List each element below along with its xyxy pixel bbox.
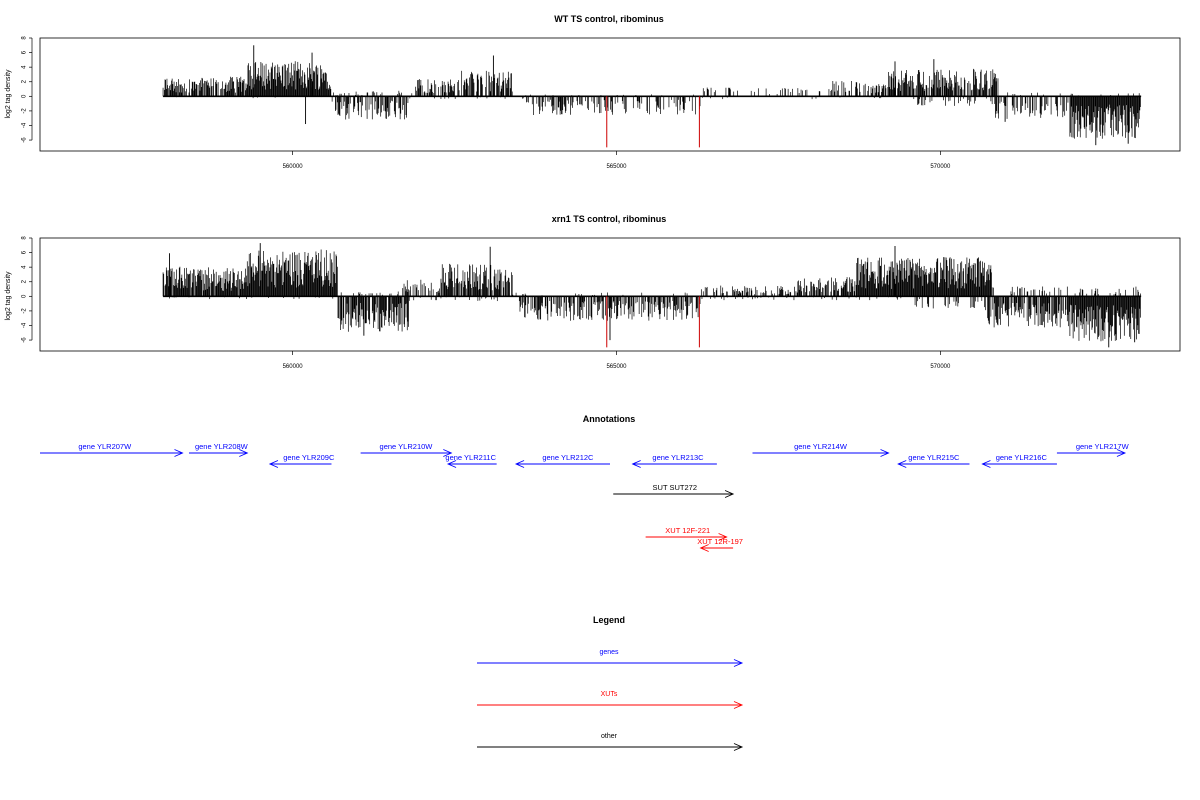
feature-xut-12r-197-label: XUT 12R-197: [697, 537, 743, 546]
annotation-features: gene YLR207W gene YLR208W gene YLR209C gene…: [40, 442, 1130, 552]
feature-gene-ylr212c-label: gene YLR212C: [542, 453, 594, 462]
wt-y-tick-label: -4: [22, 122, 28, 128]
feature-gene-ylr214w-arrow: [752, 449, 890, 457]
feature-gene-ylr216c-arrow: [981, 460, 1057, 468]
feature-gene-ylr214w-label: gene YLR214W: [794, 442, 848, 451]
xrn1-y-tick-label: 6: [22, 250, 28, 254]
feature-sut-sut272-arrow-head: [724, 490, 735, 498]
feature-gene-ylr207w-label: gene YLR207W: [78, 442, 132, 451]
feature-gene-ylr211c-arrow: [446, 460, 497, 468]
xrn1-y-axis-label: log2 tag density: [5, 271, 12, 321]
wt-track-title: WT TS control, ribominus: [554, 14, 664, 24]
feature-gene-ylr215c-arrow-head: [897, 460, 907, 468]
legend-genes-arrow-head: [733, 659, 744, 667]
legend-xuts-label: XUTs: [601, 691, 618, 698]
feature-gene-ylr210w-arrow-head: [443, 449, 453, 457]
feature-sut-sut272-label: SUT SUT272: [653, 483, 697, 492]
legend-other-arrow-head: [733, 743, 744, 751]
feature-gene-ylr216c-label: gene YLR216C: [996, 453, 1048, 462]
feature-xut-12f-221-label: XUT 12F-221: [665, 526, 710, 535]
feature-xut-12f-221-arrow: [645, 533, 728, 541]
feature-gene-ylr213c-label: gene YLR213C: [652, 453, 704, 462]
feature-gene-ylr208w-arrow-head: [239, 449, 249, 457]
feature-gene-ylr213c-arrow: [631, 460, 717, 468]
legend-panel: Legend genes XUTs other: [477, 615, 744, 751]
xrn1-y-tick-label: 4: [22, 265, 28, 269]
wt-y-tick-label: 4: [22, 65, 28, 69]
xrn1-bars-layer: [162, 243, 1142, 348]
feature-gene-ylr215c-label: gene YLR215C: [908, 453, 960, 462]
wt-track-panel: WT TS control, ribominus log2 tag densit…: [5, 14, 1181, 170]
feature-gene-ylr208w-arrow: [188, 449, 249, 457]
wt-y-tick-label: 6: [22, 50, 28, 54]
annotations-title: Annotations: [583, 414, 636, 424]
wt-y-tick-label: 8: [22, 36, 28, 40]
feature-gene-ylr212c-arrow-head: [514, 460, 525, 468]
wt-x-tick-label: 560000: [283, 164, 304, 170]
legend-other-arrow: [477, 743, 744, 751]
feature-gene-ylr207w-arrow-head: [174, 449, 184, 457]
feature-gene-ylr209c-arrow-head: [268, 460, 279, 468]
feature-xut-12r-197-arrow-head: [699, 544, 709, 552]
xrn1-x-tick-label: 560000: [283, 364, 304, 370]
feature-gene-ylr217w-arrow-head: [1116, 449, 1127, 457]
wt-axes-layer: -6 -4 -2 0 2 4 6 8 560000 565000 570000: [22, 36, 951, 170]
xrn1-track-panel: xrn1 TS control, ribominus log2 tag dens…: [5, 214, 1181, 370]
xrn1-y-tick-label: -6: [22, 337, 28, 343]
feature-gene-ylr217w-arrow: [1056, 449, 1127, 457]
wt-y-tick-label: -6: [22, 137, 28, 143]
feature-gene-ylr209c-arrow: [268, 460, 332, 468]
legend-title: Legend: [593, 615, 625, 625]
feature-gene-ylr213c-arrow-head: [631, 460, 641, 468]
feature-gene-ylr208w-label: gene YLR208W: [195, 442, 249, 451]
feature-gene-ylr210w-arrow: [360, 449, 453, 457]
feature-xut-12f-221-arrow-head: [718, 533, 728, 541]
legend-genes-label: genes: [599, 649, 619, 656]
wt-y-tick-label: 0: [22, 94, 28, 98]
feature-gene-ylr214w-arrow-head: [880, 449, 890, 457]
xrn1-y-tick-label: 8: [22, 236, 28, 240]
wt-bars-layer: [162, 45, 1142, 148]
feature-sut-sut272-arrow: [613, 490, 735, 498]
feature-gene-ylr212c-arrow: [514, 460, 610, 468]
xrn1-axes-layer: -6 -4 -2 0 2 4 6 8 560000 565000 570000: [22, 236, 951, 370]
feature-gene-ylr217w-label: gene YLR217W: [1076, 442, 1130, 451]
wt-track-frame: [39, 37, 1181, 152]
legend-entries: genes XUTs other: [477, 649, 744, 751]
legend-xuts-arrow-head: [733, 701, 744, 709]
wt-y-tick-label: -2: [22, 108, 28, 114]
legend-other-label: other: [601, 733, 618, 740]
feature-gene-ylr207w-arrow: [40, 449, 184, 457]
wt-y-axis-label: log2 tag density: [5, 69, 12, 119]
wt-y-tick-label: 2: [22, 79, 28, 83]
feature-gene-ylr209c-label: gene YLR209C: [283, 453, 335, 462]
xrn1-x-tick-label: 570000: [930, 364, 951, 370]
feature-gene-ylr210w-label: gene YLR210W: [380, 442, 434, 451]
feature-gene-ylr211c-label: gene YLR211C: [445, 453, 496, 462]
feature-gene-ylr215c-arrow: [897, 460, 970, 468]
xrn1-track-frame: [39, 237, 1181, 352]
feature-gene-ylr211c-arrow-head: [446, 460, 457, 468]
wt-x-tick-label: 570000: [930, 164, 951, 170]
xrn1-y-tick-label: 0: [22, 294, 28, 298]
feature-gene-ylr216c-arrow-head: [981, 460, 991, 468]
xrn1-x-tick-label: 565000: [606, 364, 627, 370]
legend-genes-arrow: [477, 659, 744, 667]
wt-x-tick-label: 565000: [606, 164, 627, 170]
feature-xut-12r-197-arrow: [699, 544, 734, 552]
xrn1-track-title: xrn1 TS control, ribominus: [552, 214, 667, 224]
xrn1-y-tick-label: -4: [22, 322, 28, 328]
xrn1-y-tick-label: -2: [22, 308, 28, 314]
annotations-panel: Annotations gene YLR207W gene YLR208Wgene…: [40, 414, 1130, 552]
legend-xuts-arrow: [477, 701, 744, 709]
xrn1-y-tick-label: 2: [22, 279, 28, 283]
